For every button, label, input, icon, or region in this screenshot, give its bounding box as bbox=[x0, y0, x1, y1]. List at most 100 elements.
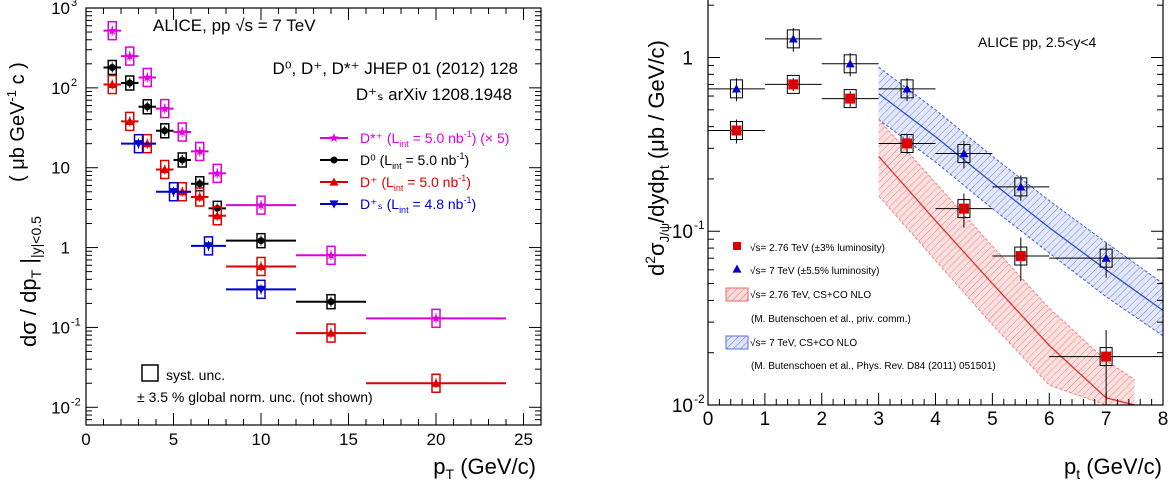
data-point bbox=[256, 200, 266, 210]
syst-box bbox=[1099, 347, 1113, 367]
data-point bbox=[160, 164, 170, 174]
norm-unc-label: ± 3.5 % global norm. unc. (not shown) bbox=[137, 389, 373, 405]
syst-box bbox=[431, 308, 441, 329]
left-legend: D*⁺ (Lint = 5.0 nb-1) (× 5)D⁰ (Lint = 5.… bbox=[320, 129, 509, 215]
syst-box bbox=[326, 323, 336, 343]
left-ref-2: D⁺ₛ arXiv 1208.1948 bbox=[356, 85, 512, 104]
x-tick-label: 0 bbox=[81, 430, 90, 449]
data-point bbox=[958, 203, 969, 214]
syst-unc-label: syst. unc. bbox=[166, 367, 225, 383]
left-x-tick-labels: 0 5 10 15 20 25 bbox=[81, 430, 533, 449]
right-y-tick-labels: 10 -210 -11 bbox=[672, 48, 705, 417]
syst-box bbox=[900, 79, 914, 99]
right-theory-bands bbox=[878, 66, 1164, 406]
x-tick-label: 10 bbox=[252, 430, 271, 449]
legend-band-blue bbox=[725, 335, 749, 350]
syst-box bbox=[125, 111, 135, 132]
syst-box bbox=[177, 122, 187, 142]
data-point bbox=[788, 34, 798, 43]
syst-box bbox=[142, 98, 152, 115]
x-tick-label: 8 bbox=[1158, 409, 1169, 430]
legend-entry: D⁰ (Lint = 5.0 nb-1) bbox=[360, 151, 469, 171]
syst-box bbox=[133, 133, 144, 154]
left-ref-1: D⁰, D⁺, D*⁺ JHEP 01 (2012) 128 bbox=[272, 59, 518, 78]
data-point bbox=[125, 51, 135, 61]
data-point bbox=[1016, 182, 1026, 191]
right-x-tick-labels: 0 1 2 3 4 5 6 7 8 bbox=[703, 409, 1169, 430]
syst-box bbox=[142, 67, 152, 88]
x-tick-label: 7 bbox=[1101, 409, 1112, 430]
data-point bbox=[169, 188, 178, 197]
right-x-axis-label: pt (GeV/c) bbox=[1064, 454, 1162, 482]
syst-box bbox=[195, 175, 205, 192]
legend-entry: (M. Butenschoen et al., Phys. Rev. D84 (… bbox=[751, 361, 996, 372]
x-tick-label: 2 bbox=[816, 409, 827, 430]
legend-marker bbox=[733, 242, 741, 250]
syst-box bbox=[256, 279, 266, 300]
band-central-line bbox=[878, 93, 1164, 312]
data-point bbox=[212, 168, 222, 178]
right-data-marks bbox=[708, 27, 1163, 398]
data-point bbox=[845, 93, 856, 104]
left-axis-ticks bbox=[85, 7, 542, 426]
syst-box bbox=[1014, 177, 1028, 197]
y-tick-label: 1 bbox=[682, 48, 693, 69]
band-lower-edge bbox=[878, 119, 1164, 337]
data-point bbox=[959, 149, 969, 158]
data-point bbox=[160, 103, 170, 113]
y-tick-exponent: 2 bbox=[71, 77, 77, 89]
y-tick-label: 10 bbox=[672, 396, 693, 417]
data-point bbox=[142, 72, 152, 82]
syst-box bbox=[729, 79, 743, 99]
syst-box bbox=[256, 232, 266, 249]
y-tick-exponent: -1 bbox=[694, 218, 705, 232]
x-tick-label: 15 bbox=[339, 430, 358, 449]
data-point bbox=[1015, 251, 1026, 262]
x-tick-label: 5 bbox=[987, 409, 998, 430]
syst-box bbox=[431, 373, 441, 393]
legend-marker bbox=[329, 177, 339, 186]
syst-box bbox=[212, 163, 222, 184]
data-point bbox=[257, 237, 265, 245]
data-point bbox=[196, 180, 204, 188]
data-point bbox=[788, 79, 799, 90]
syst-box bbox=[1014, 246, 1028, 266]
right-axis-ticks bbox=[707, 4, 1163, 406]
syst-box bbox=[729, 121, 743, 141]
y-tick-label: 10 bbox=[672, 222, 693, 243]
band-lower-edge bbox=[878, 195, 1135, 406]
x-tick-label: 20 bbox=[427, 430, 446, 449]
data-point bbox=[134, 140, 143, 149]
data-point bbox=[107, 80, 117, 89]
y-tick-exponent: -2 bbox=[71, 396, 81, 408]
syst-box bbox=[168, 182, 179, 202]
band-central-line bbox=[878, 155, 1135, 406]
y-tick-label: 10 bbox=[51, 398, 70, 417]
y-tick-exponent: -1 bbox=[71, 316, 81, 328]
legend-marker bbox=[329, 133, 339, 142]
data-point bbox=[195, 146, 205, 156]
x-tick-label: 3 bbox=[873, 409, 884, 430]
syst-box bbox=[177, 152, 187, 168]
syst-box bbox=[160, 98, 170, 119]
legend-entry: √s= 2.76 TeV, CS+CO NLO bbox=[750, 289, 871, 301]
legend-band-red bbox=[725, 287, 749, 302]
syst-box bbox=[256, 195, 266, 215]
data-point bbox=[204, 242, 213, 251]
syst-box bbox=[1099, 248, 1113, 268]
theory-band-blue bbox=[878, 67, 1163, 336]
data-point bbox=[256, 285, 266, 294]
data-point bbox=[1101, 351, 1112, 362]
data-point bbox=[327, 298, 335, 306]
x-tick-label: 6 bbox=[1044, 409, 1055, 430]
syst-box bbox=[957, 144, 971, 164]
syst-box bbox=[843, 54, 857, 74]
data-point bbox=[731, 84, 741, 93]
y-tick-label: 10 bbox=[51, 159, 70, 178]
syst-box bbox=[786, 74, 800, 94]
data-point bbox=[107, 25, 117, 35]
y-tick-exponent: 3 bbox=[71, 0, 77, 9]
data-point bbox=[195, 192, 205, 201]
